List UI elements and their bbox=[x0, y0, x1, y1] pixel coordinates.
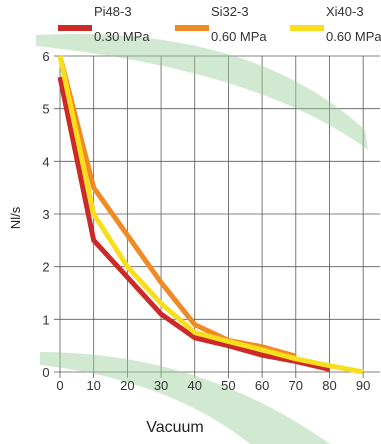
y-tick-label: 0 bbox=[42, 365, 49, 380]
x-tick-label: 50 bbox=[221, 378, 235, 393]
decorative-swoosh bbox=[36, 33, 368, 444]
x-tick-label: 20 bbox=[120, 378, 134, 393]
x-tick-label: 10 bbox=[86, 378, 100, 393]
legend-pressure-pi48-3: 0.30 MPa bbox=[94, 29, 150, 44]
grid bbox=[54, 55, 380, 378]
x-tick-label: 40 bbox=[188, 378, 202, 393]
y-tick-label: 1 bbox=[42, 312, 49, 327]
x-tick-label: 60 bbox=[255, 378, 269, 393]
x-axis-ticks: 0 10 20 30 40 50 60 70 80 90 bbox=[56, 378, 370, 393]
watermark-arc-top bbox=[36, 33, 368, 150]
y-axis-title: Nl/s bbox=[8, 206, 23, 229]
series-line-xi40-3 bbox=[57, 55, 364, 375]
y-tick-label: 6 bbox=[42, 49, 49, 64]
series-line-pi48-3 bbox=[57, 76, 331, 372]
y-tick-label: 4 bbox=[42, 154, 49, 169]
y-tick-label: 5 bbox=[42, 102, 49, 117]
legend-label-si32-3: Si32-3 bbox=[211, 4, 249, 19]
series-lines bbox=[57, 55, 364, 375]
x-axis-title: Vacuum bbox=[146, 419, 204, 436]
legend-pressure-xi40-3: 0.60 MPa bbox=[326, 29, 381, 44]
x-tick-label: 30 bbox=[154, 378, 168, 393]
legend: Pi48-3 0.30 MPa Si32-3 0.60 MPa Xi40-3 0.60 M… bbox=[58, 4, 381, 44]
watermark-arc-bottom bbox=[40, 352, 330, 444]
legend-label-xi40-3: Xi40-3 bbox=[326, 4, 364, 19]
x-tick-label: 0 bbox=[56, 378, 63, 393]
y-axis-ticks: 0 1 2 3 4 5 6 bbox=[42, 49, 49, 380]
x-tick-label: 80 bbox=[322, 378, 336, 393]
y-tick-label: 2 bbox=[42, 260, 49, 275]
series-line-si32-3 bbox=[57, 55, 297, 359]
y-tick-label: 3 bbox=[42, 207, 49, 222]
x-tick-label: 90 bbox=[356, 378, 370, 393]
legend-pressure-si32-3: 0.60 MPa bbox=[211, 29, 267, 44]
legend-label-pi48-3: Pi48-3 bbox=[94, 4, 132, 19]
x-tick-label: 70 bbox=[289, 378, 303, 393]
